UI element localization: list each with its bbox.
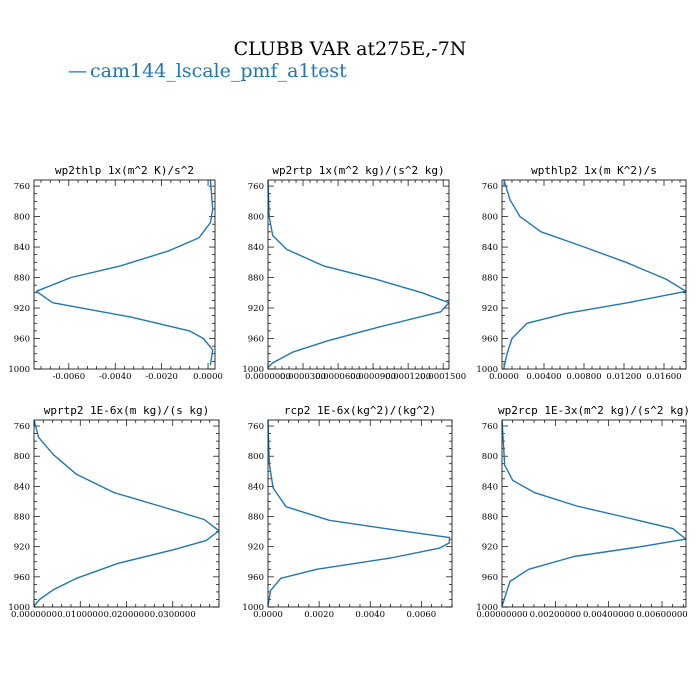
panel-title: wprtp2 1E-6x(m kg)/(s kg)	[44, 404, 210, 417]
y-tick-label: 840	[248, 243, 264, 253]
y-tick-label: 1000	[8, 603, 30, 613]
series-line	[268, 420, 451, 606]
x-tick-label: 0.0100000	[57, 610, 103, 620]
y-tick-label: 840	[14, 243, 30, 253]
x-tick-label: 0.0020	[304, 610, 334, 620]
y-tick-label: 760	[482, 182, 498, 192]
panel-frame	[267, 179, 450, 370]
y-tick-label: 760	[248, 422, 264, 432]
y-tick-label: 760	[248, 182, 264, 192]
x-tick-label: -0.0020	[145, 372, 178, 382]
y-tick-label: 800	[14, 213, 30, 223]
y-tick-label: 880	[482, 513, 498, 523]
x-tick-label: 0.00400000	[583, 610, 634, 620]
y-tick-label: 920	[248, 543, 264, 553]
panel-frame	[267, 419, 453, 608]
y-tick-label: 1000	[8, 365, 30, 375]
y-tick-label: 800	[248, 452, 264, 462]
y-tick-label: 960	[482, 335, 498, 345]
y-tick-label: 800	[14, 452, 30, 462]
y-tick-label: 920	[248, 304, 264, 314]
legend-marker-icon: —	[68, 60, 87, 82]
series-line	[34, 420, 219, 607]
y-tick-label: 920	[14, 304, 30, 314]
y-tick-label: 840	[14, 482, 30, 492]
legend: — cam144_lscale_pmf_a1test	[68, 60, 347, 82]
x-tick-label: 0.00000000	[476, 610, 527, 620]
panel-2: wp2rtp 1x(m^2 kg)/(s^2 kg) 760 800 840 880 92…	[242, 164, 466, 382]
x-tick-label: 0.00600000	[636, 610, 687, 620]
x-tick-label: 0.0000600	[315, 372, 361, 382]
x-tick-label: 0.00200000	[530, 610, 581, 620]
x-tick-label: 0.0200000	[104, 610, 150, 620]
x-tick-label: 0.0001500	[420, 372, 466, 382]
x-tick-label: 0.0000300	[280, 372, 326, 382]
y-tick-label: 1000	[242, 365, 264, 375]
panels-container: wp2thlp 1x(m^2 K)/s^2 760 800 840 880 920 960 1…	[8, 164, 690, 620]
panel-frame	[33, 419, 220, 608]
x-tick-label: 0.00800	[566, 372, 601, 382]
panel-title: wp2rtp 1x(m^2 kg)/(s^2 kg)	[272, 164, 444, 177]
x-tick-label: 0.0001200	[385, 372, 431, 382]
x-tick-label: 0.01200	[606, 372, 641, 382]
series-line	[503, 180, 686, 368]
y-tick-label: 960	[248, 335, 264, 345]
x-tick-label: 0.0000000	[11, 610, 57, 620]
y-tick-label: 960	[248, 573, 264, 583]
series-line	[502, 420, 686, 607]
y-tick-label: 920	[482, 543, 498, 553]
series-line	[35, 180, 214, 366]
x-tick-label: 0.0000	[193, 372, 223, 382]
y-tick-label: 920	[482, 304, 498, 314]
series-line	[268, 180, 449, 369]
x-tick-label: -0.0060	[52, 372, 85, 382]
panel-6: wp2rcp 1E-3x(m^2 kg)/(s^2 kg)760 800 840 88…	[476, 404, 690, 620]
y-tick-label: 840	[482, 243, 498, 253]
panel-title: wp2rcp 1E-3x(m^2 kg)/(s^2 kg)	[498, 404, 690, 417]
y-tick-label: 880	[14, 274, 30, 284]
panel-title: rcp2 1E-6x(kg^2)/(kg^2)	[284, 404, 436, 417]
x-tick-label: 0.0000900	[350, 372, 396, 382]
x-tick-label: 0.00400	[526, 372, 561, 382]
y-tick-label: 800	[482, 452, 498, 462]
y-tick-label: 760	[14, 182, 30, 192]
y-tick-label: 880	[482, 274, 498, 284]
y-tick-label: 760	[482, 422, 498, 432]
y-tick-label: 960	[14, 335, 30, 345]
panel-title: wpthlp2 1x(m K^2)/s	[531, 164, 657, 177]
panel-4: wprtp2 1E-6x(m kg)/(s kg) 760 800 840 880 920…	[8, 404, 220, 620]
y-tick-label: 1000	[476, 365, 498, 375]
x-tick-label: 0.0040	[355, 610, 385, 620]
y-tick-label: 1000	[476, 603, 498, 613]
y-tick-label: 880	[248, 274, 264, 284]
y-tick-label: 1000	[242, 603, 264, 613]
x-tick-label: 0.01600	[646, 372, 681, 382]
x-tick-label: 0.0000000	[245, 372, 291, 382]
figure-title: CLUBB VAR at275E,-7N	[234, 38, 467, 60]
panel-frame	[501, 179, 687, 370]
y-tick-label: 960	[14, 573, 30, 583]
panel-1: wp2thlp 1x(m^2 K)/s^2 760 800 840 880 920 960 1…	[8, 164, 223, 382]
y-tick-label: 920	[14, 543, 30, 553]
legend-label: cam144_lscale_pmf_a1test	[90, 60, 347, 82]
x-tick-label: 0.0000	[489, 372, 519, 382]
y-tick-label: 760	[14, 422, 30, 432]
y-tick-label: 800	[248, 213, 264, 223]
panel-3: wpthlp2 1x(m K^2)/s 760 800 840 880 920 960 100…	[476, 164, 687, 382]
panel-5: rcp2 1E-6x(kg^2)/(kg^2) 760 800 840 880 920 96…	[242, 404, 453, 620]
y-tick-label: 880	[14, 513, 30, 523]
panel-title: wp2thlp 1x(m^2 K)/s^2	[55, 164, 194, 177]
x-tick-label: 0.0300000	[150, 610, 196, 620]
x-tick-label: 0.0000	[253, 610, 283, 620]
panel-frame	[33, 179, 216, 370]
y-tick-label: 880	[248, 513, 264, 523]
y-tick-label: 840	[482, 482, 498, 492]
x-tick-label: 0.0060	[406, 610, 436, 620]
y-tick-label: 800	[482, 213, 498, 223]
x-tick-label: -0.0040	[99, 372, 132, 382]
y-tick-label: 960	[482, 573, 498, 583]
y-tick-label: 840	[248, 482, 264, 492]
panel-frame	[501, 419, 687, 608]
